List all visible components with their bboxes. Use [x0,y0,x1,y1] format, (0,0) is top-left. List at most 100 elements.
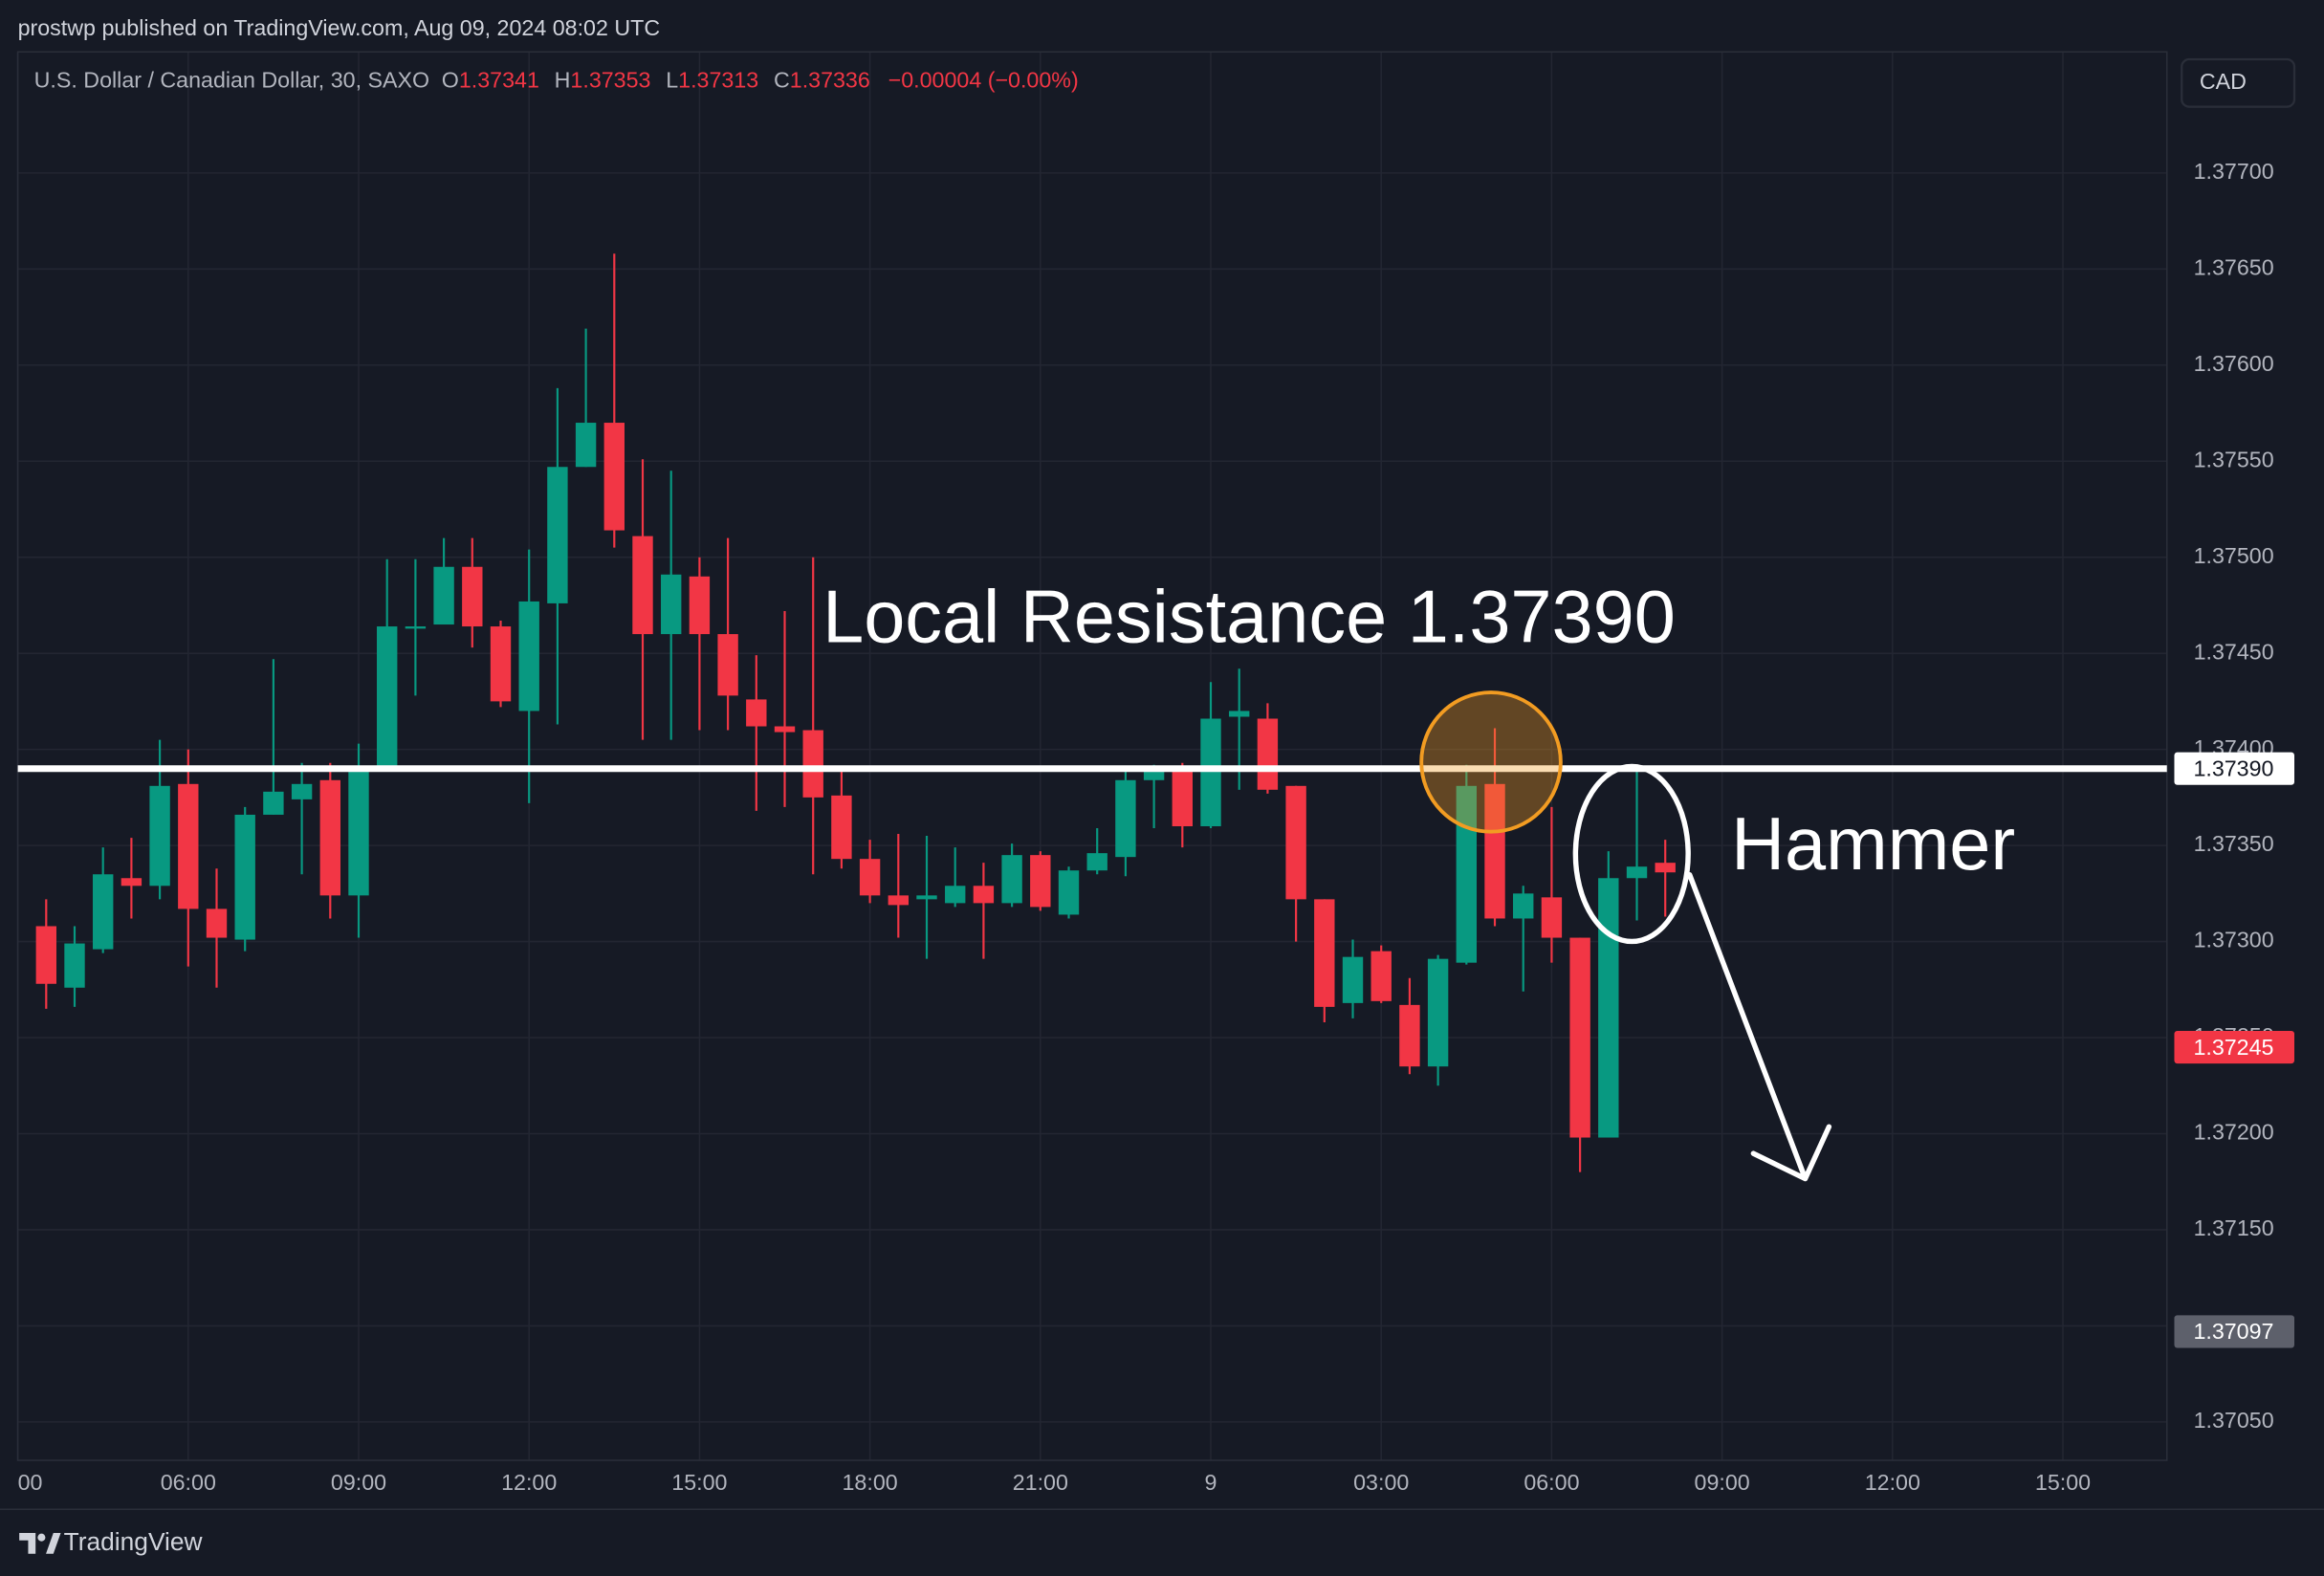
candle-body [1484,783,1505,919]
candle-body [689,576,711,635]
candle-body [291,783,313,799]
candle-body [35,926,56,984]
x-tick-label: 03:00 [1353,1470,1409,1495]
candle-body [1314,899,1335,1007]
ohlc-value: 1.37313 [678,67,758,92]
price-tag-label: 1.37245 [2193,1035,2273,1060]
candle-body [632,536,653,635]
candle-body [121,878,143,886]
candle-body [916,895,937,900]
y-tick-label: 1.37700 [2194,159,2274,184]
price-tag [2174,1031,2295,1064]
candle-body [1200,718,1221,827]
candle-body [405,626,427,629]
candle-body [973,886,995,904]
candle-body [93,874,114,950]
y-tick-label: 1.37350 [2194,831,2274,856]
candle-body [64,943,85,988]
publisher-line: prostwp published on TradingView.com, Au… [18,15,661,40]
ohlc-key: O [442,67,459,92]
y-tick-label: 1.37300 [2194,928,2274,952]
currency-button[interactable] [2181,57,2296,108]
candle-body [1569,937,1590,1138]
candle-body [1427,958,1449,1067]
x-tick-label: 15:00 [2035,1470,2091,1495]
y-tick-label: 1.37200 [2194,1120,2274,1145]
candle-body [888,895,910,906]
candle-body [1513,893,1534,919]
candle-body [1342,956,1364,1003]
currency-label[interactable]: CAD [2200,69,2247,94]
candle-body [1399,1004,1420,1067]
ohlc-value: 1.37353 [570,67,650,92]
price-tag-label: 1.37097 [2193,1319,2273,1344]
candle-body [547,467,568,603]
candle-body [348,770,369,896]
candle-body [717,634,738,696]
hammer-ellipse [1572,763,1691,945]
ohlc-key: C [774,67,790,92]
candle-body [603,423,625,531]
highlight-circle [1419,690,1563,834]
x-tick-label: 06:00 [161,1470,216,1495]
candle-body [945,886,966,904]
candle-body [377,626,398,769]
candle-body [1143,770,1165,780]
ohlc-value: 1.37336 [790,67,870,92]
y-tick-label: 1.37150 [2194,1215,2274,1240]
ohlc-value: 1.37341 [459,67,539,92]
candle-body [319,779,340,896]
candles [35,253,1676,1172]
x-tick-label: 9 [1205,1470,1217,1495]
candle-body [1257,718,1279,790]
down-arrow [1686,871,1832,1182]
candle-body [1115,779,1136,858]
candle-body [1626,866,1648,879]
candle-body [1655,863,1676,873]
candle-body [802,730,823,798]
candle-body [178,783,199,909]
candle-body [149,785,170,886]
logo-slash [46,1533,61,1554]
candle-body [661,574,682,635]
price-tag [2174,752,2295,785]
ohlc-key: H [555,67,571,92]
symbol-name: U.S. Dollar / Canadian Dollar, 30, SAXO [34,67,429,92]
price-tag [2174,1315,2295,1348]
x-tick-label: 09:00 [1695,1470,1750,1495]
candle-body [490,626,512,702]
candle-body [206,908,228,938]
candle-body [1229,711,1250,717]
candle-body [433,566,454,625]
logo-dot [37,1533,46,1542]
candle-body [774,726,796,733]
price-tag-label: 1.37390 [2193,755,2273,780]
x-tick-label: 21:00 [1013,1470,1068,1495]
x-tick-label: 18:00 [843,1470,898,1495]
footer-brand: TradingView [64,1527,204,1556]
ohlc-key: L [666,67,678,92]
candle-body [518,601,539,711]
candle-body [1086,853,1107,871]
x-tick-label: 12:00 [1865,1470,1920,1495]
candle-body [1030,855,1051,908]
y-tick-label: 1.37450 [2194,639,2274,664]
y-tick-label: 1.37650 [2194,254,2274,279]
x-tick-label: 15:00 [671,1470,727,1495]
candle-body [575,423,597,468]
y-tick-label: 1.37600 [2194,351,2274,376]
y-tick-label: 1.37050 [2194,1408,2274,1433]
candle-body [1370,951,1392,1001]
candle-body [1001,855,1022,904]
candle-body [746,699,767,727]
candle-body [462,566,483,627]
candle-body [1285,785,1306,900]
plot-frame [16,51,2168,1461]
candle-body [1058,870,1080,915]
candle-body [859,859,881,896]
y-tick-label: 1.37500 [2194,543,2274,568]
x-tick-label: 06:00 [1524,1470,1579,1495]
